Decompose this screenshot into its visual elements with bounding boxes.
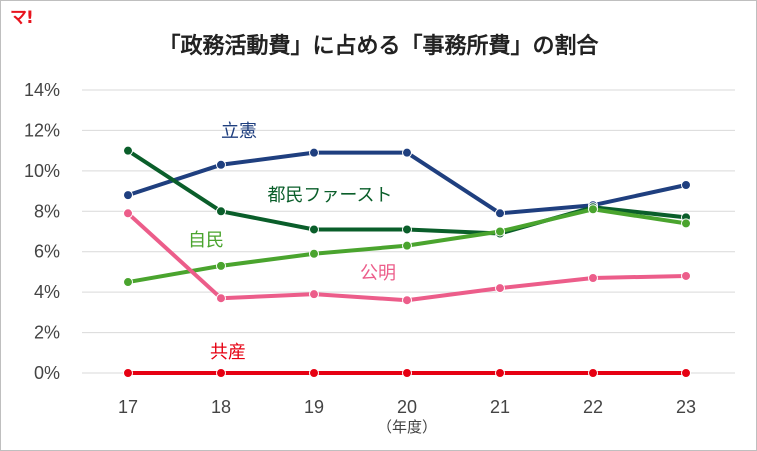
series-label: 自民 (188, 230, 224, 251)
y-tick-label: 12% (24, 120, 60, 140)
chart-title: 「政務活動費」に占める「事務所費」の割合 (158, 34, 599, 59)
data-point (588, 204, 598, 215)
data-point (216, 368, 226, 378)
data-point (123, 368, 133, 378)
x-tick-label: 19 (304, 397, 324, 417)
series-label: 立憲 (221, 120, 257, 142)
data-point (588, 272, 598, 283)
data-point (495, 368, 505, 378)
data-point (495, 226, 505, 237)
data-point (402, 147, 412, 158)
y-tick-label: 6% (34, 242, 60, 262)
data-point (402, 224, 412, 235)
data-point (402, 368, 412, 378)
data-point (123, 145, 133, 156)
y-tick-label: 4% (34, 282, 60, 302)
y-tick-label: 2% (34, 323, 60, 343)
series-label: 都民ファースト (267, 185, 392, 206)
data-point (123, 190, 133, 201)
x-tick-label: 22 (583, 397, 603, 417)
data-point (309, 224, 319, 235)
x-tick-label: 20 (397, 397, 417, 417)
series-label: 公明 (360, 263, 396, 284)
data-point (681, 368, 691, 378)
y-tick-label: 14% (24, 80, 60, 100)
data-point (216, 206, 226, 217)
data-point (309, 368, 319, 378)
data-point (681, 270, 691, 281)
data-point (123, 208, 133, 219)
data-point (216, 159, 226, 170)
x-tick-label: 23 (676, 397, 696, 417)
data-point (588, 368, 598, 378)
data-point (216, 260, 226, 271)
data-point (495, 283, 505, 294)
data-point (123, 277, 133, 288)
x-tick-label: 18 (211, 397, 231, 417)
data-point (402, 240, 412, 251)
data-point (216, 293, 226, 304)
series-label: 共産 (210, 342, 246, 363)
x-tick-label: 21 (490, 397, 510, 417)
series-line (126, 148, 688, 236)
data-point (309, 248, 319, 259)
y-tick-label: 0% (34, 363, 60, 383)
data-point (681, 218, 691, 229)
data-point (309, 147, 319, 158)
data-point (402, 295, 412, 306)
data-point (681, 180, 691, 191)
brand-logo: マ! (10, 8, 34, 28)
y-tick-label: 10% (24, 161, 60, 181)
data-point (309, 289, 319, 300)
x-tick-label: 17 (118, 397, 138, 417)
data-point (495, 208, 505, 219)
y-tick-label: 8% (34, 201, 60, 221)
x-axis-unit: （年度） (377, 418, 437, 436)
